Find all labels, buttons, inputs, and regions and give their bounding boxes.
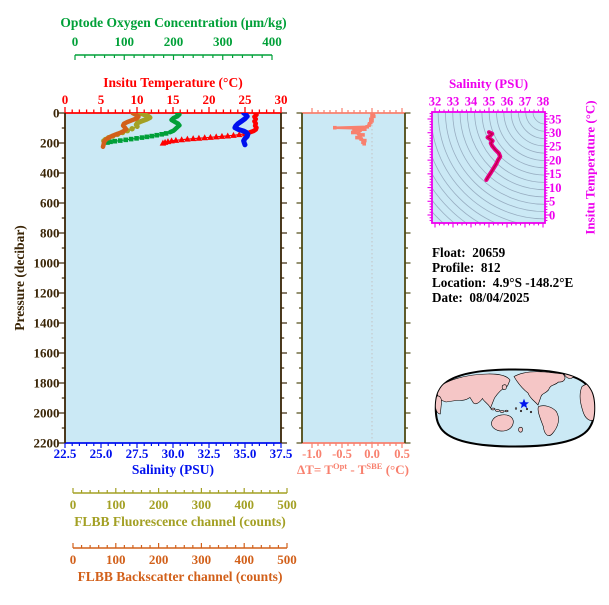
land-japan <box>501 384 507 390</box>
world-map <box>434 368 596 448</box>
pressure-axis-title: Pressure (decibar) <box>12 225 27 331</box>
svg-text:22.5: 22.5 <box>54 446 77 461</box>
svg-text:0: 0 <box>72 34 79 49</box>
svg-text:30: 30 <box>275 92 288 107</box>
svg-text:25: 25 <box>239 92 253 107</box>
svg-text:300: 300 <box>192 497 212 512</box>
svg-text:32: 32 <box>429 95 442 109</box>
svg-text:2200: 2200 <box>34 436 60 451</box>
fluorescence-axis-title: FLBB Fluorescence channel (counts) <box>74 514 286 529</box>
salinity-axis-title: Salinity (PSU) <box>132 462 214 477</box>
delta-t-plot: -1.0 -0.5 0.0 0.5ΔT= TOpt - TSBE (°C) <box>296 108 411 477</box>
svg-text:25: 25 <box>549 140 562 154</box>
svg-text:500: 500 <box>277 497 297 512</box>
land-indonesia <box>499 410 505 413</box>
svg-text:30: 30 <box>549 126 562 140</box>
svg-text:100: 100 <box>106 552 126 567</box>
svg-text:37: 37 <box>519 95 532 109</box>
float-number-line: Float: 20659 <box>432 245 506 260</box>
land-new-zealand <box>518 426 523 433</box>
svg-text:100: 100 <box>106 497 126 512</box>
svg-text:200: 200 <box>40 136 60 151</box>
location-line: Location: 4.9°S -148.2°E <box>432 275 574 290</box>
svg-text:30.0: 30.0 <box>162 446 185 461</box>
land-north-america <box>513 371 566 406</box>
svg-text:1400: 1400 <box>34 316 60 331</box>
svg-text:500: 500 <box>277 552 297 567</box>
svg-text:0: 0 <box>62 92 69 107</box>
svg-text:35.0: 35.0 <box>234 446 257 461</box>
backscatter-axis-title: FLBB Backscatter channel (counts) <box>78 569 283 584</box>
island-dot <box>519 409 523 413</box>
svg-text:2000: 2000 <box>34 406 60 421</box>
svg-text:0: 0 <box>70 497 77 512</box>
svg-text:-1.0: -1.0 <box>302 447 322 461</box>
land-south-america <box>537 405 559 436</box>
temperature-axis-title: Insitu Temperature (°C) <box>103 75 242 90</box>
main-profile-plot: 0200400600800100012001400160018002000220… <box>34 34 297 567</box>
svg-text:400: 400 <box>234 497 254 512</box>
svg-text:300: 300 <box>213 34 233 49</box>
svg-text:400: 400 <box>40 166 60 181</box>
svg-text:0: 0 <box>53 106 60 121</box>
svg-text:20: 20 <box>203 92 216 107</box>
svg-text:20: 20 <box>549 153 562 167</box>
island-dot <box>514 407 518 410</box>
svg-text:400: 400 <box>262 34 282 49</box>
svg-text:200: 200 <box>149 552 169 567</box>
svg-text:200: 200 <box>164 34 184 49</box>
land-indonesia <box>495 409 500 412</box>
svg-text:-0.5: -0.5 <box>332 447 352 461</box>
svg-text:600: 600 <box>40 196 60 211</box>
float-location-star <box>519 398 529 409</box>
svg-text:25.0: 25.0 <box>90 446 113 461</box>
svg-text:33: 33 <box>447 95 460 109</box>
oxygen-axis-title: Optode Oxygen Concentration (μm/kg) <box>60 15 286 30</box>
svg-text:35: 35 <box>549 112 562 126</box>
date-line: Date: 08/04/2025 <box>432 290 530 305</box>
svg-text:0.5: 0.5 <box>394 447 410 461</box>
svg-text:15: 15 <box>549 167 562 181</box>
svg-text:38: 38 <box>537 95 550 109</box>
land-indonesia <box>490 407 496 411</box>
svg-text:400: 400 <box>234 552 254 567</box>
svg-text:0.0: 0.0 <box>364 447 380 461</box>
ts-salinity-title: Salinity (PSU) <box>449 76 528 91</box>
land-africa-west-edge <box>435 395 442 415</box>
land-eurasia <box>436 373 511 409</box>
svg-text:0: 0 <box>70 552 77 567</box>
island-dot <box>525 407 529 411</box>
svg-text:27.5: 27.5 <box>126 446 149 461</box>
svg-text:37.5: 37.5 <box>270 446 293 461</box>
svg-text:5: 5 <box>98 92 105 107</box>
land-indonesia <box>504 409 509 413</box>
svg-text:1200: 1200 <box>34 286 60 301</box>
island-dot <box>529 410 533 414</box>
svg-text:10: 10 <box>131 92 144 107</box>
svg-text:5: 5 <box>549 195 555 209</box>
svg-text:1000: 1000 <box>34 256 60 271</box>
svg-text:15: 15 <box>167 92 181 107</box>
float-info-block: Float: 20659 Profile: 812 Location: 4.9°… <box>432 245 574 305</box>
svg-text:34: 34 <box>465 95 478 109</box>
svg-text:1800: 1800 <box>34 376 60 391</box>
svg-text:200: 200 <box>149 497 169 512</box>
profile-number-line: Profile: 812 <box>432 260 501 275</box>
ts-temperature-title: Insitu Temperature (°C) <box>583 100 598 234</box>
svg-text:1600: 1600 <box>34 346 60 361</box>
map-land-masses <box>435 370 595 436</box>
svg-text:100: 100 <box>115 34 135 49</box>
land-australia <box>491 414 514 432</box>
svg-text:0: 0 <box>549 208 555 222</box>
svg-text:36: 36 <box>501 95 514 109</box>
delta-t-axis-title: ΔT= TOpt - TSBE (°C) <box>297 461 409 477</box>
svg-text:35: 35 <box>483 95 496 109</box>
svg-text:800: 800 <box>40 226 60 241</box>
svg-text:10: 10 <box>549 181 562 195</box>
svg-text:32.5: 32.5 <box>198 446 221 461</box>
svg-text:300: 300 <box>192 552 212 567</box>
